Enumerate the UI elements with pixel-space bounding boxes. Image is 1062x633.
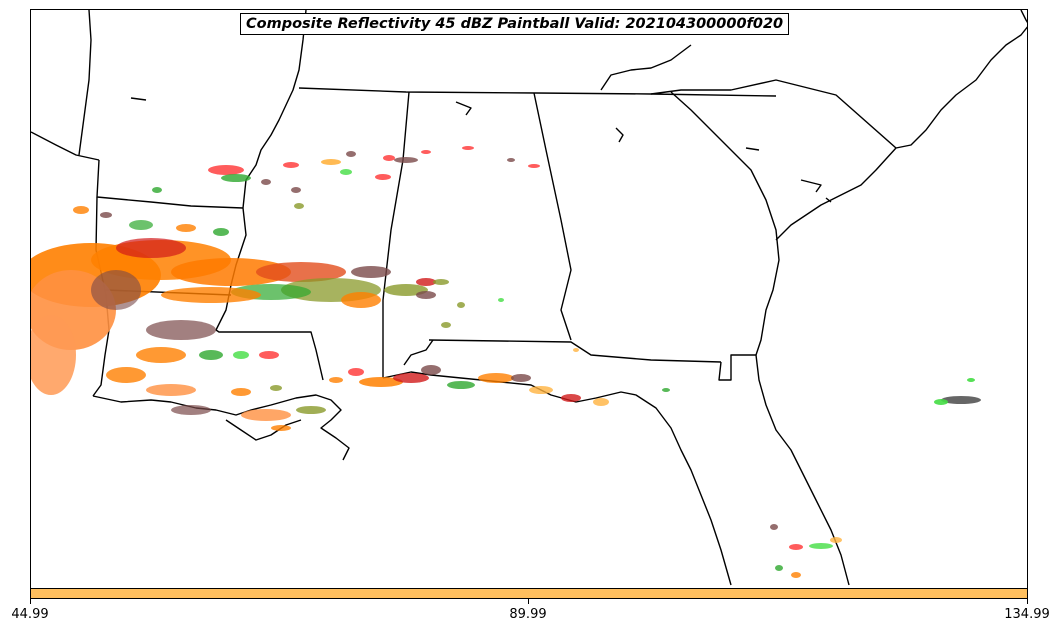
- colorbar-tick-mid: [528, 599, 529, 604]
- paintball-blobs: [31, 146, 981, 578]
- map-frame: [30, 9, 1028, 589]
- map-canvas: [31, 10, 1027, 586]
- colorbar-tick-label-mid: 89.99: [509, 607, 547, 622]
- colorbar-tick-max: [1027, 599, 1028, 604]
- map-title: Composite Reflectivity 45 dBZ Paintball …: [240, 13, 790, 35]
- colorbar-tick-min: [30, 599, 31, 604]
- colorbar: [30, 588, 1028, 599]
- colorbar-tick-label-max: 134.99: [1004, 607, 1050, 622]
- colorbar-tick-label-min: 44.99: [11, 607, 49, 622]
